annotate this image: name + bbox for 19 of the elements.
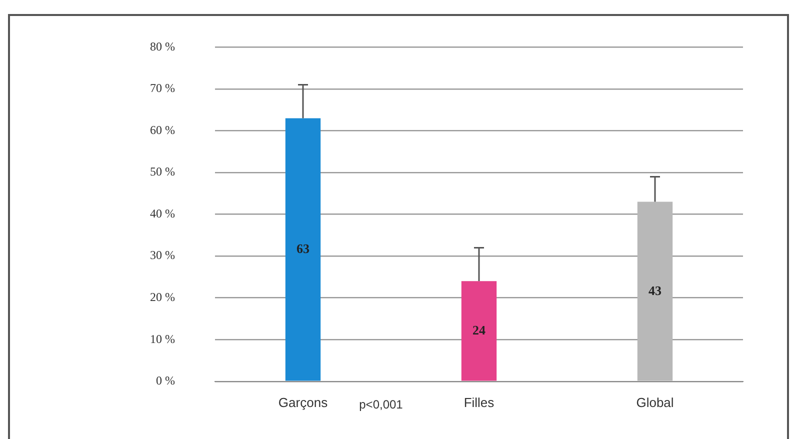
data-label: 24 <box>472 322 486 338</box>
x-tick-label: Filles <box>464 394 495 410</box>
y-tick-label: 60 % <box>150 122 175 137</box>
data-label: 63 <box>296 241 310 256</box>
y-tick-label: 50 % <box>150 164 175 179</box>
bar <box>461 281 497 381</box>
y-tick-label: 30 % <box>150 248 175 262</box>
x-tick-label: Garçons <box>278 394 328 410</box>
y-tick-label: 80 % <box>150 39 175 54</box>
bar <box>285 118 321 381</box>
y-tick-label: 10 % <box>150 332 175 346</box>
data-label: 43 <box>648 282 662 298</box>
y-tick-label: 20 % <box>150 290 175 304</box>
y-tick-label: 0 % <box>156 374 175 388</box>
x-tick-label: Global <box>636 394 674 410</box>
text: p<0,001 <box>359 398 404 412</box>
y-tick-label: 70 % <box>150 81 175 96</box>
y-tick-label: 40 % <box>150 206 175 220</box>
bar <box>637 202 673 381</box>
